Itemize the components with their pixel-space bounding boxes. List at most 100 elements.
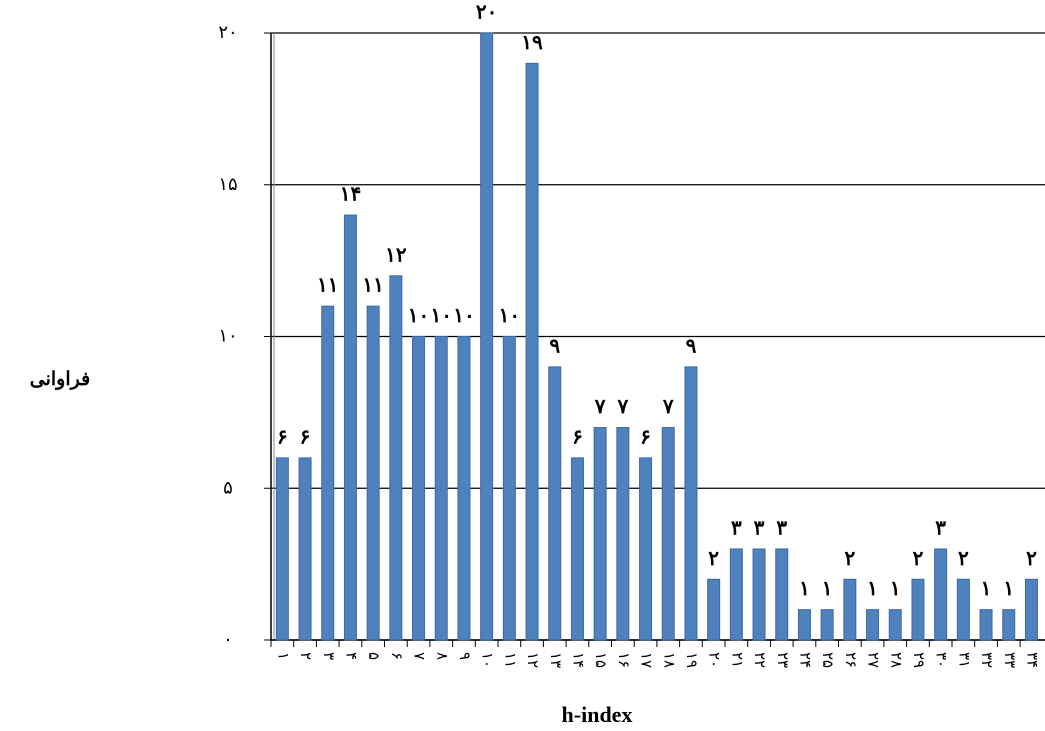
value-label: ۱۰: [431, 303, 452, 327]
bar: [434, 336, 448, 641]
value-label: ۲۰: [476, 0, 497, 24]
value-label: ۶: [572, 424, 583, 448]
bar: [275, 457, 289, 641]
x-tick-label: ۱۸: [660, 652, 678, 668]
y-tick-label: ۰: [223, 629, 233, 650]
bar: [593, 427, 607, 641]
x-tick-label: ۳۲: [978, 652, 996, 668]
value-label: ۲: [844, 546, 855, 570]
bar: [729, 548, 743, 641]
x-tick-label: ۱۷: [638, 652, 656, 668]
bar: [457, 336, 471, 641]
value-label: ۳: [731, 515, 742, 539]
bar: [866, 609, 880, 641]
x-tick-label: ۲۹: [910, 652, 928, 668]
value-label: ۱: [890, 576, 901, 600]
bar: [707, 578, 721, 641]
bar: [888, 609, 902, 641]
x-tick-label: ۸: [433, 652, 451, 660]
value-label: ۱۱: [317, 273, 338, 297]
bar: [1002, 609, 1016, 641]
x-tick-label: ۱۳: [547, 652, 565, 668]
value-label: ۲: [1026, 546, 1037, 570]
x-tick-label: ۳۰: [933, 652, 951, 668]
value-label: ۱: [867, 576, 878, 600]
value-label: ۷: [662, 394, 674, 418]
bar: [661, 427, 675, 641]
x-tick-label: ۷: [411, 652, 429, 660]
value-label: ۱۱: [362, 273, 383, 297]
value-label: ۹: [549, 333, 560, 357]
value-label: ۳: [935, 515, 946, 539]
x-tick-label: ۲۳: [774, 652, 792, 668]
value-label: ۱۲: [385, 242, 407, 266]
value-label: ۲: [708, 546, 719, 570]
value-label: ۱: [1003, 576, 1014, 600]
value-label: ۳: [754, 515, 765, 539]
bar: [934, 548, 948, 641]
y-axis-title: فراوانی: [30, 368, 90, 390]
value-label: ۱۰: [408, 303, 429, 327]
bar: [752, 548, 766, 641]
bar: [684, 366, 698, 641]
x-tick-label: ۱۲: [524, 652, 542, 668]
value-label: ۶: [640, 424, 651, 448]
value-label: ۱: [799, 576, 810, 600]
x-tick-label: ۳۴: [1023, 652, 1041, 668]
value-label: ۷: [616, 394, 628, 418]
bar: [548, 366, 562, 641]
x-tick-label: ۱۶: [615, 652, 633, 668]
bar: [956, 578, 970, 641]
bar: [366, 305, 380, 641]
bar: [502, 336, 516, 641]
x-tick-label: ۲۶: [842, 652, 860, 668]
x-tick-label: ۲۴: [796, 652, 814, 668]
x-tick-label: ۱۴: [569, 652, 587, 668]
bar: [298, 457, 312, 641]
value-label: ۶: [300, 424, 311, 448]
value-label: ۹: [686, 333, 697, 357]
x-tick-label: ۳۱: [955, 652, 973, 668]
value-label: ۱۰: [499, 303, 520, 327]
x-tick-label: ۲۸: [887, 652, 905, 668]
x-tick-label: ۲۱: [728, 652, 746, 668]
bar: [321, 305, 335, 641]
bar: [389, 275, 403, 641]
y-tick-label: ۱۰: [218, 326, 237, 347]
value-label: ۲: [958, 546, 969, 570]
x-tick-label: ۱۱: [501, 652, 519, 668]
bar: [639, 457, 653, 641]
y-tick-label: ۲۰: [218, 22, 237, 43]
bar: [412, 336, 426, 641]
value-label: ۲: [913, 546, 924, 570]
bar: [480, 32, 494, 641]
y-tick-label: ۵: [223, 477, 233, 498]
bar: [343, 214, 357, 641]
x-axis-title: h-index: [562, 702, 633, 727]
value-label: ۶: [277, 424, 288, 448]
bar: [775, 548, 789, 641]
x-tick-label: ۶: [388, 652, 406, 660]
bar: [911, 578, 925, 641]
value-label: ۱: [822, 576, 833, 600]
bar: [820, 609, 834, 641]
x-tick-label: ۲۷: [865, 652, 883, 668]
x-tick-label: ۳: [320, 652, 338, 660]
value-label: ۱۹: [521, 30, 543, 54]
value-label: ۷: [594, 394, 606, 418]
bar: [843, 578, 857, 641]
x-tick-label: ۵: [365, 652, 383, 660]
x-tick-label: ۱: [274, 652, 292, 660]
bar: [525, 62, 539, 641]
x-tick-label: ۲۰: [706, 652, 724, 668]
x-tick-label: ۴: [342, 652, 360, 660]
bar: [570, 457, 584, 641]
x-tick-label: ۲۵: [819, 652, 837, 668]
x-tick-label: ۲: [297, 652, 315, 660]
x-tick-label: ۱۹: [683, 652, 701, 668]
x-tick-label: ۳۳: [1001, 652, 1019, 668]
value-label: ۳: [776, 515, 787, 539]
bar: [616, 427, 630, 641]
value-label: ۱۰: [453, 303, 474, 327]
